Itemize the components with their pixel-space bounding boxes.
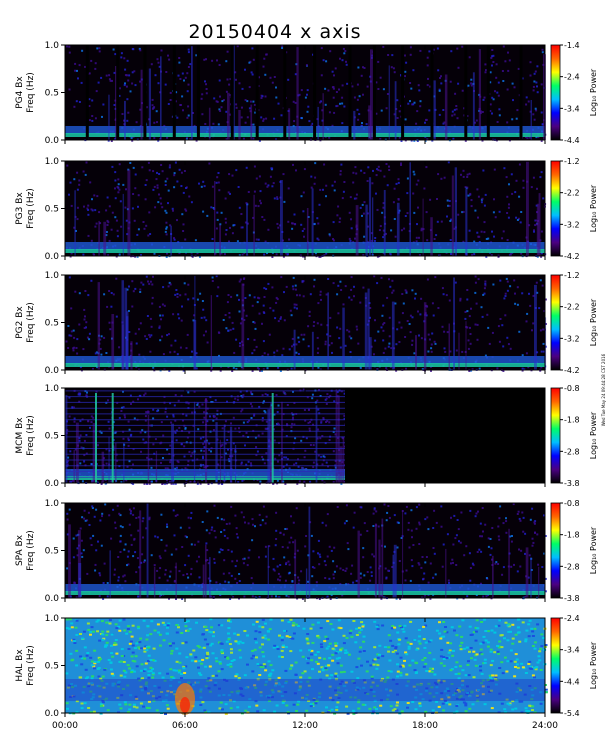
- spectrogram-texture: [65, 45, 547, 142]
- y-tick-label: 0.0: [45, 252, 60, 262]
- x-tick-label: 18:00: [412, 721, 438, 731]
- panel-ylabel-freq: Freq (Hz): [26, 645, 36, 686]
- panel-ylabel-freq: Freq (Hz): [26, 530, 36, 571]
- panel-spa: 0.0 0.5 1.0 SPA Bx Freq (Hz) -0.8 -1.8 -2.8 -3.8…: [15, 499, 598, 604]
- colorbar-tick-label: -3.8: [564, 594, 580, 603]
- y-tick-label: 0.5: [45, 319, 59, 329]
- colorbar-tick-label: -1.2: [564, 157, 580, 166]
- colorbar: [550, 617, 561, 714]
- colorbar-label: Log₁₀ Power: [589, 68, 598, 116]
- colorbar-tick-label: -1.8: [564, 531, 580, 540]
- colorbar-tick-label: -3.2: [564, 334, 580, 343]
- spectrogram-background: [65, 275, 545, 370]
- x-tick-label: 24:00: [532, 721, 558, 731]
- colorbar-label: Log₁₀ Power: [589, 184, 598, 232]
- y-tick-label: 1.0: [45, 499, 60, 509]
- x-tick-label: 00:00: [52, 721, 78, 731]
- colorbar-tick-label: -2.8: [564, 562, 580, 571]
- panel-mcm: 0.0 0.5 1.0 MCM Bx Freq (Hz) -0.8 -1.8 -2.8 -3.8…: [15, 384, 598, 489]
- side-note: Wed Tue May 24 09:44:28 CST 2016: [601, 353, 606, 426]
- panel-ylabel: SPA Bx: [15, 534, 25, 566]
- colorbar-tick-label: -0.8: [564, 499, 580, 508]
- colorbar-label: Log₁₀ Power: [589, 641, 598, 689]
- spectrogram-background: [65, 161, 545, 256]
- y-tick-label: 1.0: [45, 614, 60, 624]
- colorbar-tick-label: -0.8: [564, 384, 580, 393]
- panel-ylabel-freq: Freq (Hz): [26, 72, 36, 113]
- colorbar-tick-label: -2.8: [564, 447, 580, 456]
- panel-ylabel: PG4 Bx: [15, 76, 25, 109]
- colorbar-label: Log₁₀ Power: [589, 526, 598, 574]
- y-tick-label: 1.0: [45, 384, 60, 394]
- colorbar: [550, 160, 561, 257]
- colorbar-tick-label: -2.4: [564, 73, 580, 82]
- panel-ylabel: PG3 Bx: [15, 192, 25, 225]
- x-axis: 00:00 06:00 12:00 18:00 24:00: [52, 721, 558, 731]
- x-tick-label: 06:00: [172, 721, 198, 731]
- colorbar-label: Log₁₀ Power: [589, 411, 598, 459]
- y-tick-label: 1.0: [45, 271, 60, 281]
- colorbar-tick-label: -3.2: [564, 220, 580, 229]
- y-tick-label: 0.5: [45, 547, 59, 557]
- data-gap: [345, 388, 545, 483]
- colorbar: [550, 387, 561, 484]
- spectrogram-texture: [65, 275, 547, 372]
- colorbar: [550, 502, 561, 599]
- colorbar: [550, 274, 561, 371]
- colorbar-tick-label: -4.4: [564, 677, 580, 686]
- panel-ylabel: MCM Bx: [15, 417, 25, 454]
- panel-pg4: 0.0 0.5 1.0 PG4 Bx Freq (Hz) -1.4 -2.4 -3.4 -4.4…: [15, 41, 598, 146]
- y-tick-label: 0.0: [45, 366, 60, 376]
- colorbar-label: Log₁₀ Power: [589, 298, 598, 346]
- colorbar-tick-label: -3.8: [564, 479, 580, 488]
- colorbar-tick-label: -5.4: [564, 709, 580, 718]
- spectrogram-texture: [65, 618, 548, 715]
- panel-pg3: 0.0 0.5 1.0 PG3 Bx Freq (Hz) -1.2 -2.2 -3.2 -4.2…: [15, 157, 598, 262]
- colorbar-tick-label: -2.2: [564, 303, 580, 312]
- y-tick-label: 0.5: [45, 89, 59, 99]
- colorbar-tick-label: -2.4: [564, 614, 580, 623]
- colorbar-tick-label: -3.4: [564, 646, 580, 655]
- colorbar-tick-label: -1.4: [564, 41, 580, 50]
- spectrogram-texture: [65, 388, 545, 485]
- colorbar: [550, 44, 561, 141]
- spectrogram-texture: [65, 161, 547, 258]
- y-tick-label: 0.5: [45, 662, 59, 672]
- y-tick-label: 1.0: [45, 41, 60, 51]
- panel-ylabel-freq: Freq (Hz): [26, 188, 36, 229]
- figure-title: 20150404 x axis: [188, 21, 361, 43]
- colorbar-tick-label: -1.8: [564, 416, 580, 425]
- colorbar-tick-label: -4.2: [564, 252, 580, 261]
- colorbar-tick-label: -3.4: [564, 104, 580, 113]
- spectrogram-background: [65, 503, 545, 598]
- colorbar-tick-label: -4.4: [564, 136, 580, 145]
- panel-hal: 0.0 0.5 1.0 HAL Bx Freq (Hz) -2.4 -3.4 -4.4 -5.4…: [15, 614, 598, 719]
- colorbar-tick-label: -1.2: [564, 271, 580, 280]
- y-tick-label: 0.0: [45, 709, 60, 719]
- y-tick-label: 0.0: [45, 479, 60, 489]
- y-tick-label: 0.5: [45, 205, 59, 215]
- panel-pg2: 0.0 0.5 1.0 PG2 Bx Freq (Hz) -1.2 -2.2 -3.2 -4.2…: [15, 271, 598, 376]
- y-tick-label: 0.5: [45, 432, 59, 442]
- colorbar-tick-label: -2.2: [564, 189, 580, 198]
- panel-ylabel-freq: Freq (Hz): [26, 415, 36, 456]
- y-tick-label: 0.0: [45, 594, 60, 604]
- colorbar-tick-label: -4.2: [564, 366, 580, 375]
- panel-ylabel: HAL Bx: [15, 649, 25, 682]
- y-tick-label: 1.0: [45, 157, 60, 167]
- x-tick-label: 12:00: [292, 721, 318, 731]
- panel-ylabel-freq: Freq (Hz): [26, 302, 36, 343]
- y-tick-label: 0.0: [45, 136, 60, 146]
- spectrogram-texture: [65, 503, 547, 600]
- panel-ylabel: PG2 Bx: [15, 306, 25, 339]
